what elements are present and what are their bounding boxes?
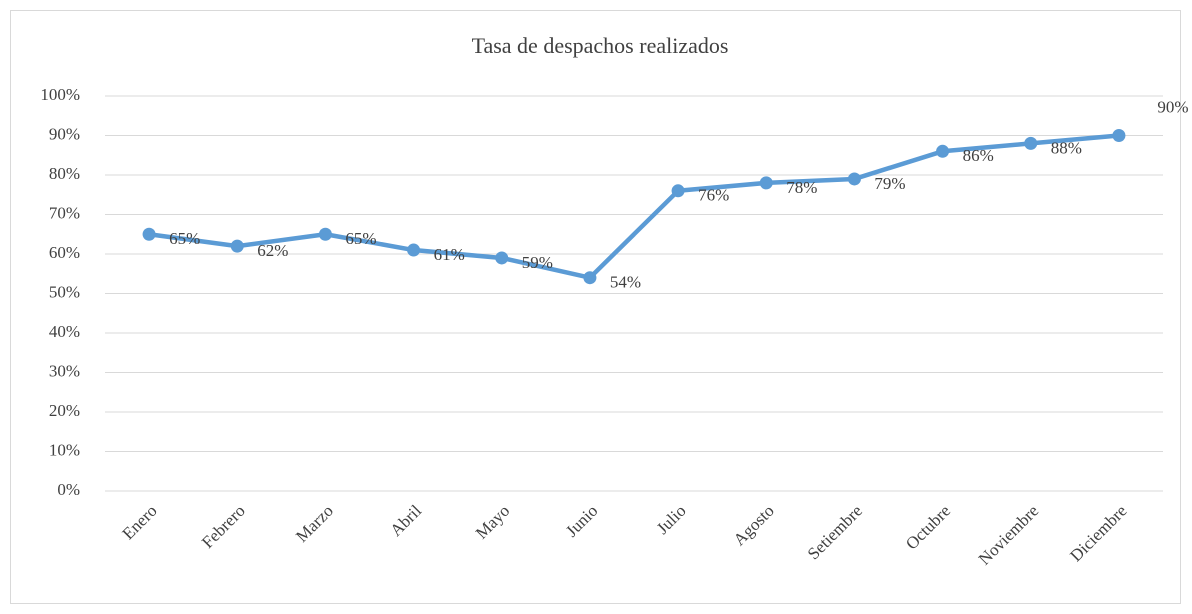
- y-tick-label: 90%: [49, 124, 80, 143]
- data-label: 59%: [522, 253, 553, 272]
- y-tick-label: 30%: [49, 361, 80, 380]
- chart-border: [10, 10, 1181, 604]
- data-point: [671, 184, 685, 198]
- y-tick-label: 40%: [49, 322, 80, 341]
- y-tick-label: 0%: [57, 480, 80, 499]
- data-point: [1024, 136, 1038, 150]
- data-point: [847, 172, 861, 186]
- data-label: 65%: [345, 229, 376, 248]
- data-point: [318, 227, 332, 241]
- data-point: [759, 176, 773, 190]
- data-label: 65%: [169, 229, 200, 248]
- data-line: [148, 133, 1120, 280]
- data-point: [142, 227, 156, 241]
- data-label: 62%: [257, 241, 288, 260]
- data-label: 61%: [434, 245, 465, 264]
- data-point: [936, 144, 950, 158]
- y-tick-label: 100%: [40, 85, 80, 104]
- data-label: 54%: [610, 273, 641, 292]
- data-point: [495, 251, 509, 265]
- y-tick-label: 80%: [49, 164, 80, 183]
- data-label: 88%: [1051, 138, 1082, 157]
- data-label: 79%: [874, 174, 905, 193]
- data-point: [1112, 129, 1126, 142]
- y-tick-label: 20%: [49, 401, 80, 420]
- chart-title: Tasa de despachos realizados: [472, 33, 729, 58]
- data-point: [230, 239, 244, 253]
- y-tick-label: 70%: [49, 203, 80, 222]
- data-label: 90%: [1157, 97, 1188, 116]
- data-point: [407, 243, 421, 257]
- data-point: [583, 271, 597, 285]
- data-label: 78%: [786, 178, 817, 197]
- y-tick-label: 50%: [49, 282, 80, 301]
- data-label: 86%: [963, 146, 994, 165]
- data-label: 76%: [698, 186, 729, 205]
- y-tick-label: 60%: [49, 243, 80, 262]
- y-tick-label: 10%: [49, 440, 80, 459]
